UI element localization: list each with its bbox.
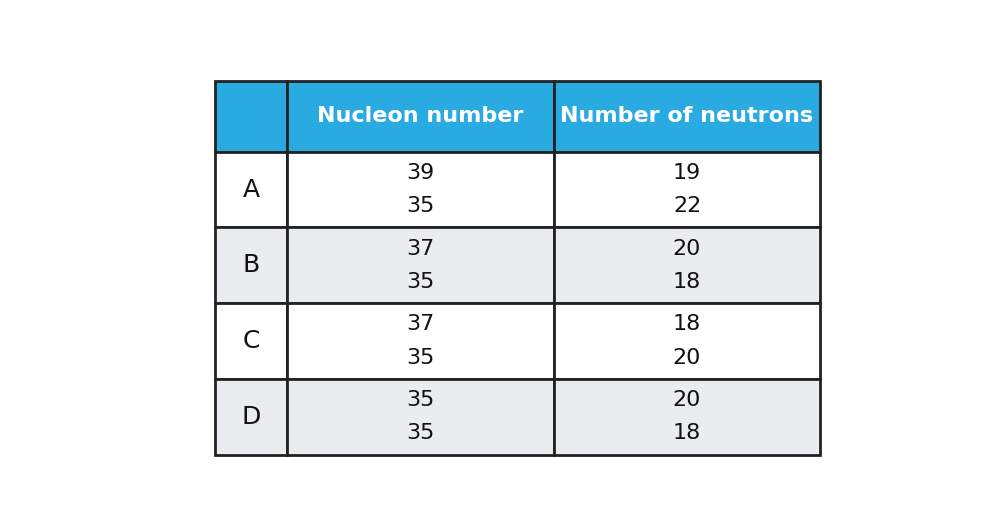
Text: 20: 20 bbox=[672, 348, 701, 367]
Text: 35: 35 bbox=[406, 390, 435, 410]
Bar bbox=[554, 228, 821, 303]
Text: 19: 19 bbox=[673, 163, 701, 183]
Text: 35: 35 bbox=[406, 348, 435, 367]
Bar bbox=[554, 81, 821, 152]
Text: 22: 22 bbox=[673, 196, 701, 216]
Bar bbox=[554, 303, 821, 379]
Text: 37: 37 bbox=[407, 239, 435, 258]
Text: 18: 18 bbox=[673, 272, 701, 292]
Text: 39: 39 bbox=[407, 163, 435, 183]
Bar bbox=[288, 303, 554, 379]
Bar bbox=[214, 228, 288, 303]
Bar bbox=[288, 228, 554, 303]
Bar bbox=[214, 81, 288, 152]
Bar bbox=[214, 379, 288, 455]
Bar bbox=[288, 379, 554, 455]
Bar bbox=[288, 81, 554, 152]
Text: C: C bbox=[242, 329, 260, 353]
Bar bbox=[554, 152, 821, 228]
Text: 37: 37 bbox=[407, 314, 435, 334]
Text: D: D bbox=[241, 405, 261, 429]
Bar bbox=[554, 379, 821, 455]
Text: 35: 35 bbox=[406, 423, 435, 443]
Text: B: B bbox=[242, 253, 260, 277]
Text: Nucleon number: Nucleon number bbox=[318, 106, 524, 126]
Text: 35: 35 bbox=[406, 272, 435, 292]
Bar bbox=[214, 152, 288, 228]
Text: 20: 20 bbox=[672, 390, 701, 410]
Text: A: A bbox=[242, 177, 260, 201]
Bar bbox=[214, 303, 288, 379]
Text: 18: 18 bbox=[673, 423, 701, 443]
Text: 20: 20 bbox=[672, 239, 701, 258]
Text: 35: 35 bbox=[406, 196, 435, 216]
Text: 18: 18 bbox=[673, 314, 701, 334]
Bar bbox=[288, 152, 554, 228]
Text: Number of neutrons: Number of neutrons bbox=[560, 106, 814, 126]
